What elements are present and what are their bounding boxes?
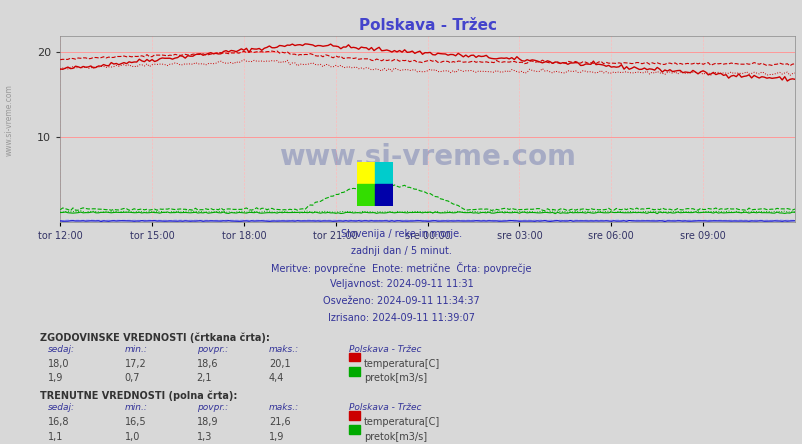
Text: pretok[m3/s]: pretok[m3/s] — [363, 373, 427, 383]
Text: 16,8: 16,8 — [48, 417, 70, 428]
Bar — [357, 162, 375, 184]
Text: Osveženo: 2024-09-11 11:34:37: Osveženo: 2024-09-11 11:34:37 — [322, 296, 480, 306]
Text: 1,0: 1,0 — [124, 432, 140, 442]
Text: pretok[m3/s]: pretok[m3/s] — [363, 432, 427, 442]
Text: sedaj:: sedaj: — [48, 345, 75, 353]
Text: min.:: min.: — [124, 345, 147, 353]
Text: 1,9: 1,9 — [269, 432, 284, 442]
Text: Polskava - Tržec: Polskava - Tržec — [349, 403, 421, 412]
Text: 1,9: 1,9 — [48, 373, 63, 383]
Text: www.si-vreme.com: www.si-vreme.com — [5, 84, 14, 156]
Text: 20,1: 20,1 — [269, 359, 290, 369]
Text: 16,5: 16,5 — [124, 417, 146, 428]
Text: povpr.:: povpr.: — [196, 403, 228, 412]
Text: min.:: min.: — [124, 403, 147, 412]
Text: 18,0: 18,0 — [48, 359, 70, 369]
Bar — [375, 184, 393, 206]
Text: ZGODOVINSKE VREDNOSTI (črtkana črta):: ZGODOVINSKE VREDNOSTI (črtkana črta): — [40, 332, 269, 343]
Text: 18,6: 18,6 — [196, 359, 218, 369]
Text: povpr.:: povpr.: — [196, 345, 228, 353]
Text: 21,6: 21,6 — [269, 417, 290, 428]
Text: temperatura[C]: temperatura[C] — [363, 359, 439, 369]
Text: maks.:: maks.: — [269, 345, 299, 353]
Text: 1,1: 1,1 — [48, 432, 63, 442]
Text: 1,3: 1,3 — [196, 432, 212, 442]
Text: 17,2: 17,2 — [124, 359, 146, 369]
Title: Polskava - Tržec: Polskava - Tržec — [358, 18, 496, 33]
Text: Izrisano: 2024-09-11 11:39:07: Izrisano: 2024-09-11 11:39:07 — [327, 313, 475, 323]
Text: zadnji dan / 5 minut.: zadnji dan / 5 minut. — [350, 246, 452, 256]
Text: 4,4: 4,4 — [269, 373, 284, 383]
Text: TRENUTNE VREDNOSTI (polna črta):: TRENUTNE VREDNOSTI (polna črta): — [40, 391, 237, 401]
Text: temperatura[C]: temperatura[C] — [363, 417, 439, 428]
Text: 18,9: 18,9 — [196, 417, 218, 428]
Text: 2,1: 2,1 — [196, 373, 212, 383]
Text: maks.:: maks.: — [269, 403, 299, 412]
Text: 0,7: 0,7 — [124, 373, 140, 383]
Bar — [375, 162, 393, 184]
Text: Slovenija / reke in morje.: Slovenija / reke in morje. — [341, 229, 461, 239]
Text: Polskava - Tržec: Polskava - Tržec — [349, 345, 421, 353]
Text: Veljavnost: 2024-09-11 11:31: Veljavnost: 2024-09-11 11:31 — [329, 279, 473, 289]
Text: sedaj:: sedaj: — [48, 403, 75, 412]
Text: www.si-vreme.com: www.si-vreme.com — [279, 143, 575, 171]
Text: Meritve: povprečne  Enote: metrične  Črta: povprečje: Meritve: povprečne Enote: metrične Črta:… — [271, 262, 531, 274]
Bar — [357, 184, 375, 206]
